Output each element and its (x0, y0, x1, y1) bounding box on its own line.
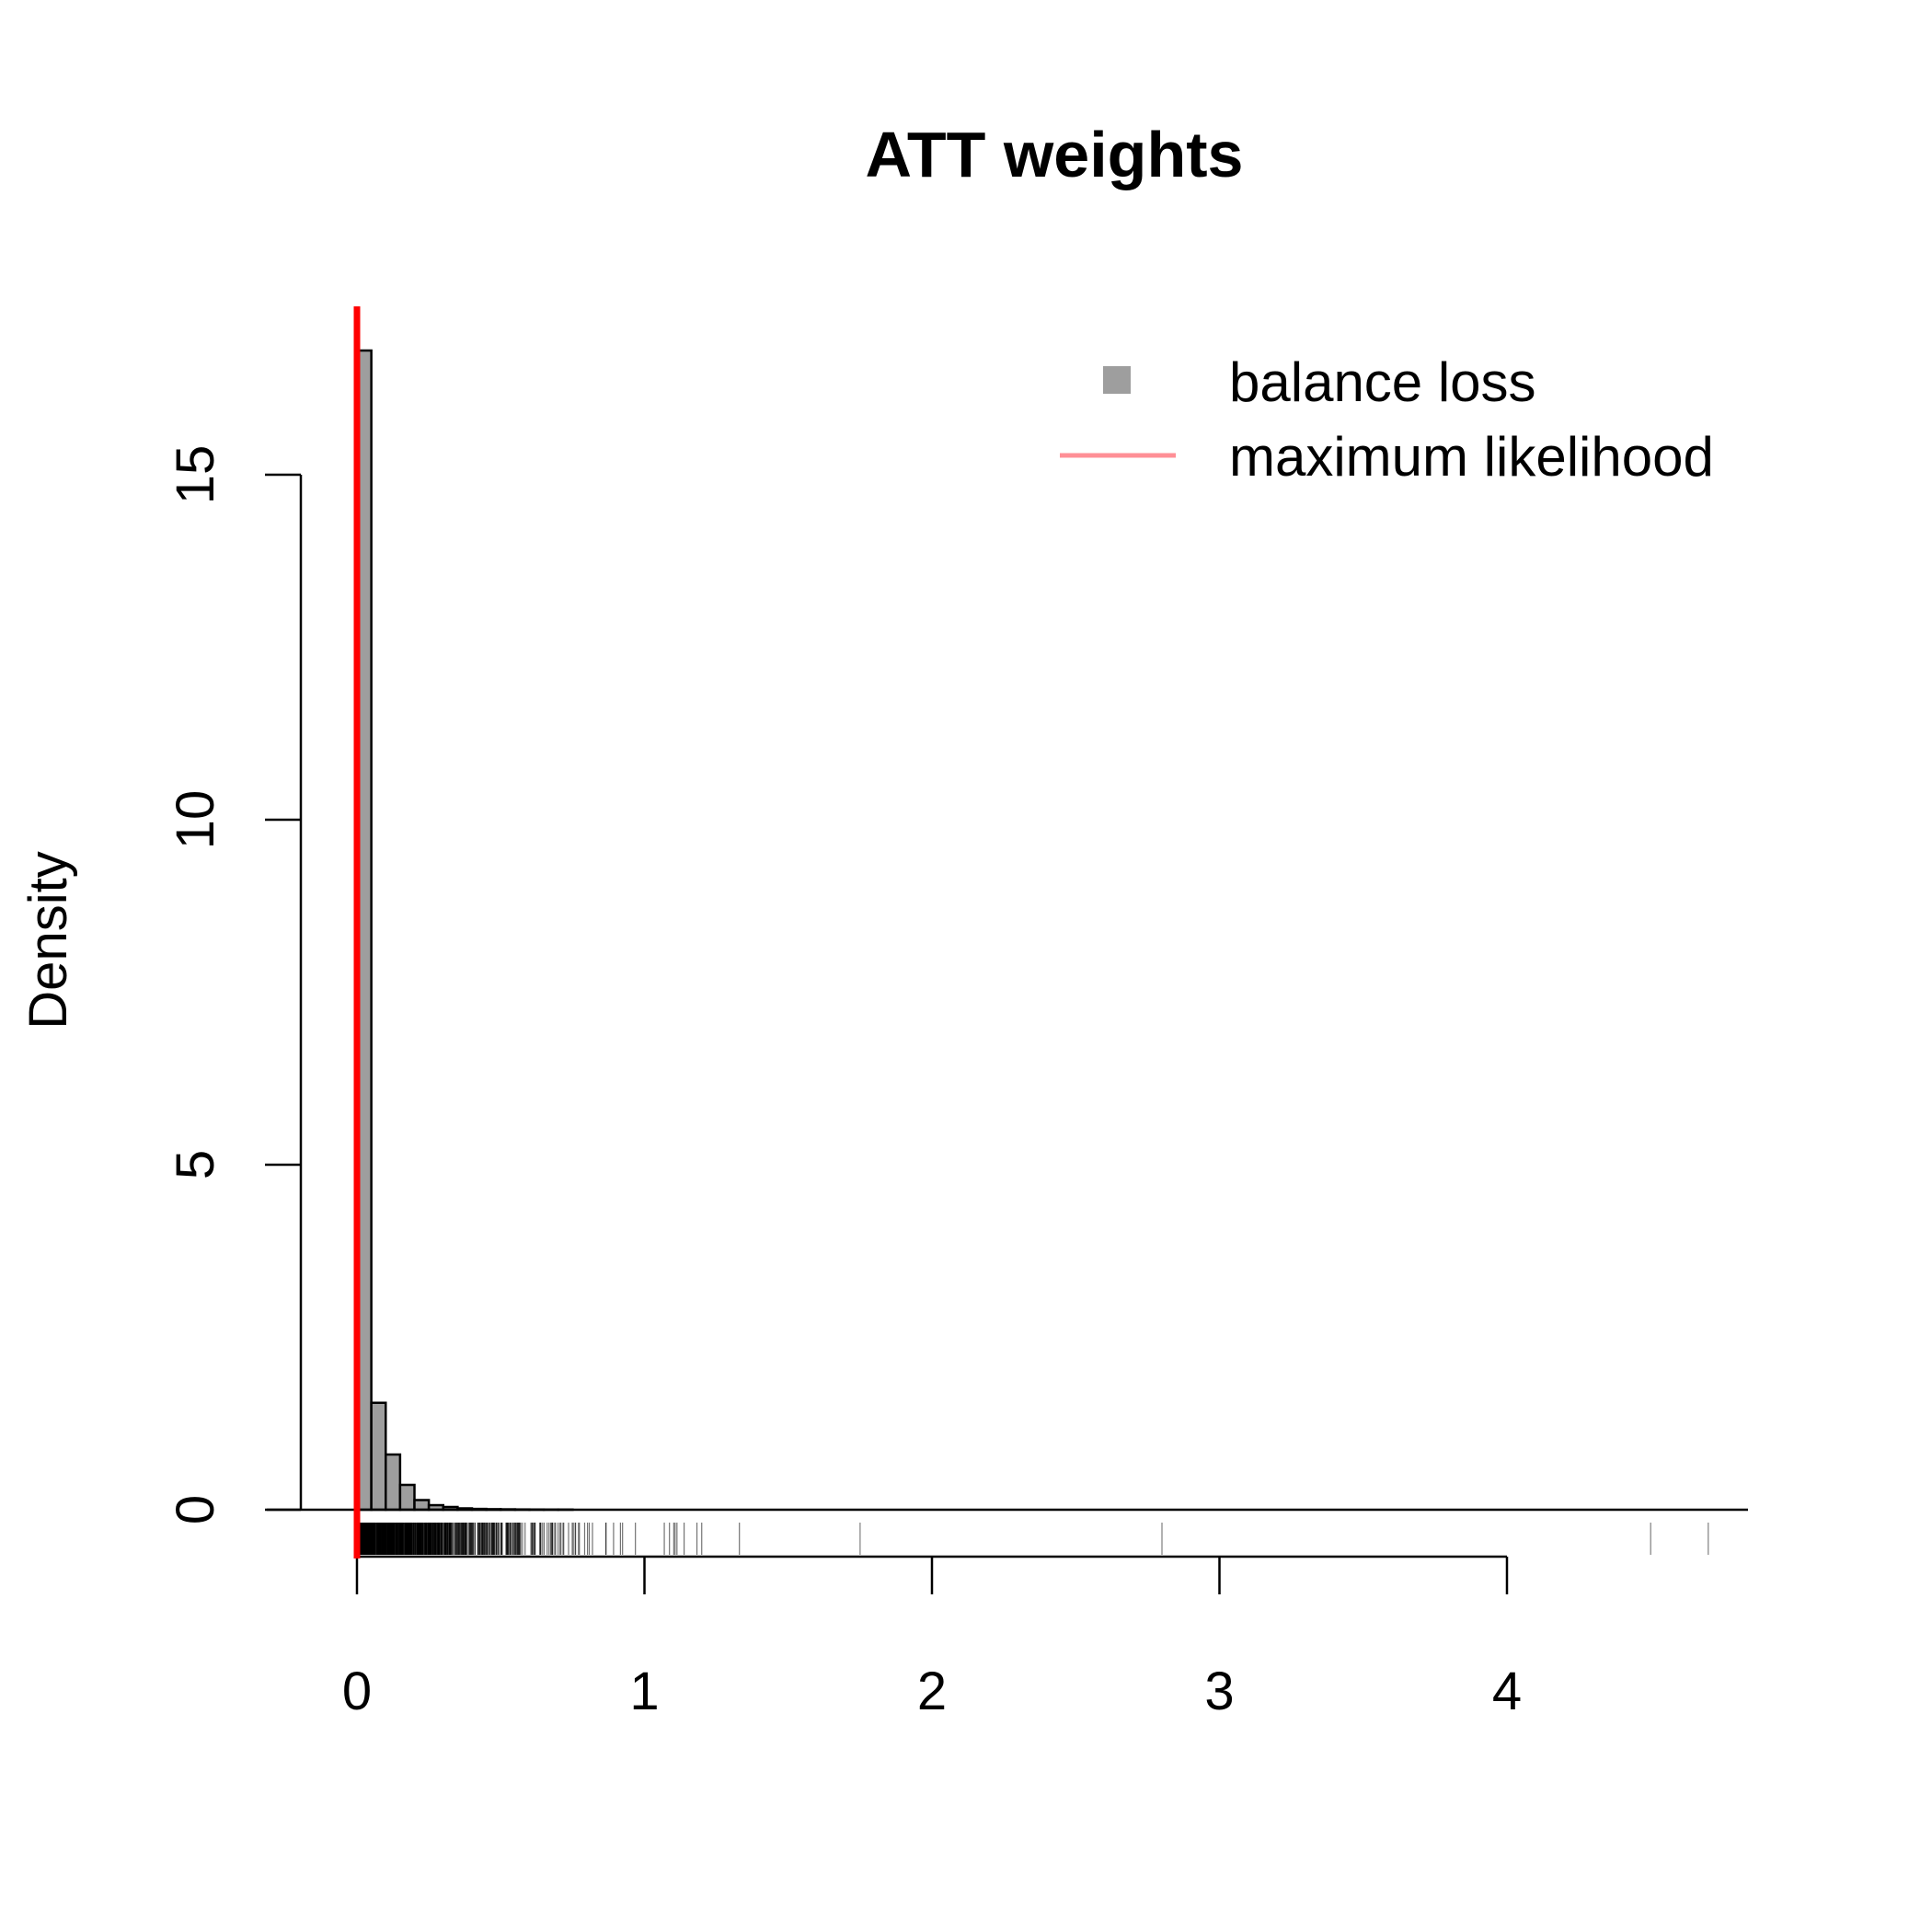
x-tick-label: 0 (342, 1662, 372, 1721)
y-tick-label: 0 (166, 1495, 225, 1524)
y-tick-label: 15 (166, 445, 225, 505)
y-axis-label: Density (18, 851, 78, 1029)
x-tick-label: 1 (629, 1662, 659, 1721)
x-tick-label: 2 (917, 1662, 947, 1721)
y-tick-label: 5 (166, 1150, 225, 1179)
histogram-bar (413, 1499, 431, 1512)
legend-square-balance-loss (1103, 366, 1131, 394)
histogram-bar (370, 1401, 387, 1512)
legend-label-balance-loss: balance loss (1229, 351, 1536, 413)
x-tick-label: 3 (1204, 1662, 1234, 1721)
histogram-bar (398, 1483, 416, 1512)
legend-label-maximum-likelihood: maximum likelihood (1229, 426, 1714, 488)
axes-group: 0 5 10 15 0 1 2 3 4 (166, 445, 1748, 1721)
chart-title: ATT weights (866, 119, 1244, 190)
y-tick-label: 10 (166, 790, 225, 850)
histogram-bar (385, 1453, 402, 1512)
legend: balance loss maximum likelihood (1060, 351, 1714, 488)
x-tick-label: 4 (1492, 1662, 1522, 1721)
